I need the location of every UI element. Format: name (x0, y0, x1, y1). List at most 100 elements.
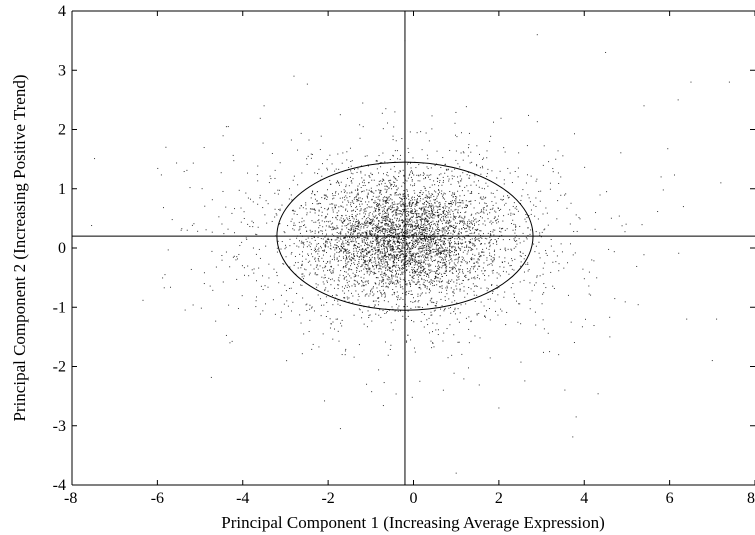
data-point (411, 262, 413, 264)
data-point (396, 209, 398, 211)
data-point (373, 300, 375, 302)
data-point (432, 248, 434, 250)
data-point (397, 213, 399, 215)
data-point (339, 274, 341, 276)
data-point (419, 295, 421, 297)
data-point (369, 261, 371, 263)
data-point (422, 247, 424, 249)
data-point (383, 283, 384, 285)
data-point (355, 275, 357, 277)
data-point (390, 185, 392, 187)
data-point (461, 246, 463, 248)
data-point (320, 238, 322, 240)
data-point (405, 264, 407, 266)
data-point (498, 209, 500, 211)
data-point (345, 266, 347, 268)
data-point (444, 238, 446, 240)
data-point (373, 202, 375, 204)
data-point (478, 212, 480, 214)
data-point (243, 211, 245, 213)
data-point (329, 179, 331, 181)
data-point (401, 268, 403, 270)
data-point (321, 197, 323, 199)
data-point (292, 228, 294, 230)
data-point (457, 273, 459, 275)
data-point (372, 247, 374, 249)
data-point (455, 226, 457, 228)
data-point (411, 247, 413, 249)
data-point (252, 201, 254, 203)
data-point (376, 234, 378, 236)
data-point (534, 311, 536, 313)
data-point (327, 261, 329, 263)
data-point (424, 253, 426, 255)
data-point (397, 207, 399, 209)
data-point (391, 223, 393, 225)
data-point (345, 252, 347, 254)
data-point (280, 248, 282, 250)
data-point (281, 204, 283, 206)
data-point (443, 209, 445, 211)
data-point (383, 242, 385, 244)
data-point (439, 239, 441, 241)
data-point (412, 272, 414, 274)
data-point (503, 179, 505, 181)
data-point (204, 205, 206, 207)
data-point (453, 289, 455, 291)
data-point (336, 246, 338, 248)
data-point (346, 282, 348, 284)
data-point (336, 225, 338, 227)
data-point (397, 236, 399, 238)
data-point (406, 210, 408, 212)
data-point (368, 316, 370, 318)
data-point (535, 180, 537, 182)
data-point (452, 295, 454, 297)
data-point (416, 253, 418, 255)
data-point (396, 225, 398, 227)
data-point (511, 258, 513, 260)
data-point (421, 250, 423, 252)
data-point (354, 236, 356, 238)
data-point (447, 233, 449, 235)
data-point (387, 286, 389, 288)
data-point (410, 207, 412, 209)
data-point (432, 239, 434, 241)
data-point (439, 179, 441, 181)
data-point (425, 256, 427, 258)
data-point (439, 238, 441, 240)
data-point (435, 239, 437, 241)
data-point (394, 254, 396, 256)
data-point (454, 246, 456, 248)
data-point (496, 288, 498, 290)
data-point (395, 256, 397, 258)
data-point (416, 214, 418, 216)
data-point (405, 232, 407, 234)
data-point (425, 206, 427, 208)
data-point (435, 305, 437, 307)
data-point (410, 224, 412, 226)
data-point (394, 230, 396, 232)
data-point (410, 255, 412, 257)
data-point (440, 240, 442, 242)
data-point (390, 205, 392, 207)
data-point (371, 199, 373, 201)
data-point (487, 288, 489, 290)
data-point (431, 212, 433, 214)
data-point (376, 249, 378, 251)
data-point (300, 322, 302, 324)
data-point (355, 218, 357, 220)
data-point (269, 175, 271, 177)
data-point (442, 211, 444, 213)
data-point (395, 185, 397, 187)
data-point (442, 235, 444, 237)
data-point (457, 202, 459, 204)
data-point (367, 225, 369, 227)
data-point (284, 284, 286, 286)
data-point (377, 204, 379, 206)
data-point (535, 324, 537, 326)
data-point (477, 268, 479, 270)
data-point (458, 321, 460, 323)
data-point (339, 248, 341, 250)
data-point (321, 257, 323, 259)
data-point (517, 176, 519, 178)
